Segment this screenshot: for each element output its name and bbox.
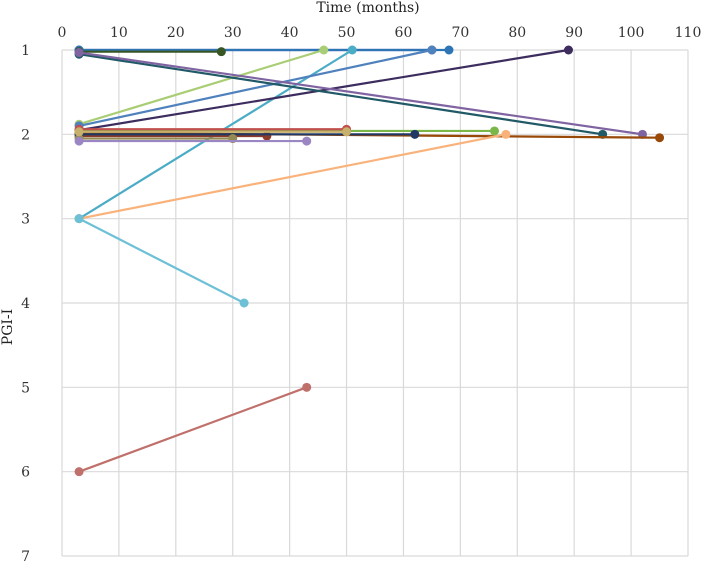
series-group: [74, 45, 665, 477]
data-point: [427, 45, 437, 55]
series-19: [74, 214, 249, 308]
x-tick-label: 50: [338, 25, 356, 41]
grid: [61, 49, 689, 557]
data-point: [319, 45, 329, 55]
x-tick-label: 60: [395, 25, 413, 41]
series-line: [78, 53, 603, 136]
x-axis-label: Time (months): [316, 0, 419, 16]
x-tick-label: 90: [565, 25, 583, 41]
tick-labels: 0 10 20 30 40 50 60 70 80 90 100 110 1 2 3 4 5 6 7: [21, 25, 701, 562]
y-tick-label: 6: [21, 465, 30, 481]
series-line: [78, 48, 433, 127]
data-point: [216, 47, 226, 57]
series-line: [78, 133, 507, 220]
x-tick-label: 70: [451, 25, 469, 41]
data-point: [74, 136, 84, 146]
series-7: [74, 45, 573, 135]
data-point: [490, 126, 500, 136]
series-line: [78, 386, 308, 473]
series-12: [74, 129, 511, 224]
data-point: [74, 127, 84, 137]
x-tick-label: 0: [58, 25, 67, 41]
y-tick-label: 5: [21, 380, 30, 396]
data-point: [74, 48, 84, 58]
y-tick-label: 4: [21, 296, 30, 312]
x-tick-label: 10: [110, 25, 128, 41]
y-tick-label: 1: [21, 43, 30, 59]
data-point: [74, 214, 84, 224]
x-tick-label: 100: [618, 25, 645, 41]
x-tick-label: 80: [508, 25, 526, 41]
y-tick-label: 3: [21, 212, 30, 228]
data-point: [655, 133, 665, 143]
series-9: [74, 48, 647, 139]
data-point: [342, 127, 352, 137]
y-axis-label: PGI-I: [0, 309, 16, 345]
x-tick-label: 20: [167, 25, 185, 41]
x-tick-label: 110: [675, 25, 702, 41]
series-18: [74, 127, 352, 137]
y-tick-label: 2: [21, 127, 30, 143]
data-point: [74, 467, 84, 477]
data-point: [347, 45, 357, 55]
data-point: [302, 382, 312, 392]
series-line: [78, 217, 245, 304]
x-tick-label: 30: [224, 25, 242, 41]
data-point: [563, 45, 573, 55]
series-6: [74, 45, 437, 131]
series-2: [74, 45, 454, 55]
data-point: [239, 298, 249, 308]
data-point: [501, 129, 511, 139]
series-20: [74, 382, 312, 477]
data-point: [410, 129, 420, 139]
data-point: [302, 136, 312, 146]
x-tick-label: 40: [281, 25, 299, 41]
data-point: [444, 45, 454, 55]
y-tick-label: 7: [21, 549, 30, 562]
series-17: [74, 136, 312, 146]
series-line: [78, 48, 325, 126]
series-line: [78, 48, 569, 132]
series-line: [78, 51, 643, 136]
